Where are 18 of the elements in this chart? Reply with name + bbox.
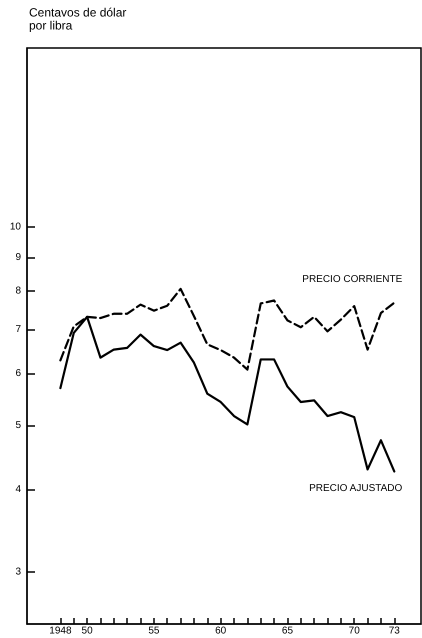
x-tick-label: 1948 xyxy=(49,626,72,636)
y-tick-label: 8 xyxy=(15,286,22,297)
x-tick-label: 60 xyxy=(215,626,227,636)
x-tick-label: 65 xyxy=(282,626,294,636)
x-tick-label: 70 xyxy=(348,626,360,636)
y-tick-label: 3 xyxy=(15,566,22,578)
y-tick-label: 7 xyxy=(15,324,22,335)
series-label: PRECIO AJUSTADO xyxy=(309,482,402,494)
y-tick-label: 5 xyxy=(15,420,22,432)
y-axis-title: Centavos de dólar por libra xyxy=(29,6,130,32)
y-tick-label: 10 xyxy=(10,222,22,233)
x-tick-label: 73 xyxy=(388,626,400,636)
y-tick-label: 9 xyxy=(15,252,22,263)
series-label: PRECIO CORRIENTE xyxy=(302,274,403,286)
y-tick-label: 6 xyxy=(15,368,22,379)
x-tick-label: 55 xyxy=(148,626,160,636)
y-tick-label: 4 xyxy=(15,484,22,495)
x-tick-label: 50 xyxy=(82,626,94,636)
